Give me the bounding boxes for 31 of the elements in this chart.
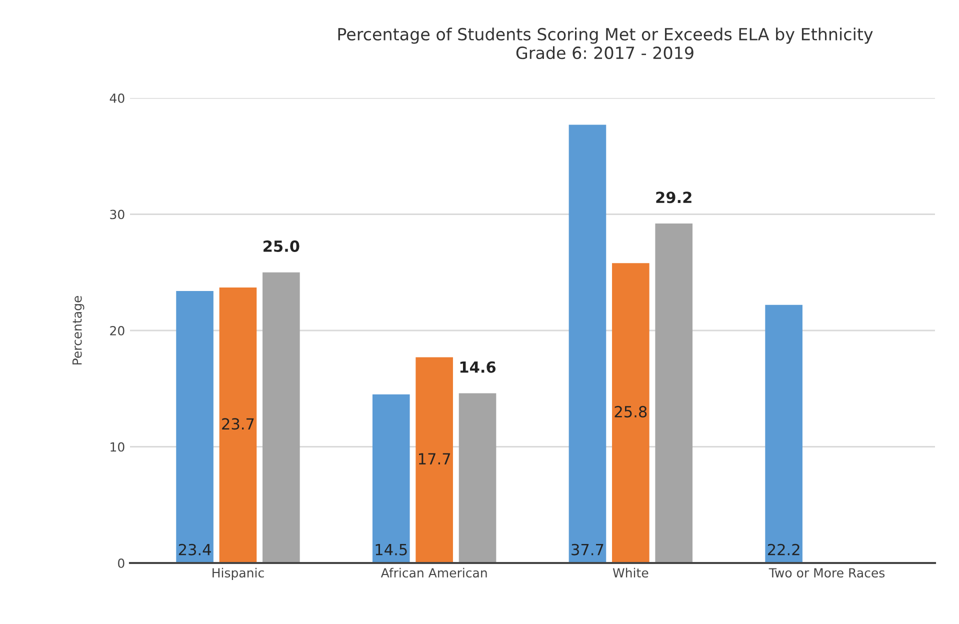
bar xyxy=(262,272,300,563)
x-tick-label: Two or More Races xyxy=(768,568,885,578)
data-label: 37.7 xyxy=(572,544,604,556)
bar xyxy=(655,224,693,563)
data-label: 14.6 xyxy=(460,361,496,373)
y-tick-label: 10 xyxy=(110,442,124,452)
bar xyxy=(176,290,214,563)
y-tick-label: 0 xyxy=(118,558,124,568)
data-label: 23.7 xyxy=(222,418,254,430)
y-tick-label: 20 xyxy=(110,326,124,336)
y-tick-label: 40 xyxy=(110,93,124,103)
bar xyxy=(416,357,453,563)
data-label: 29.2 xyxy=(656,192,692,204)
data-label: 25.8 xyxy=(614,406,647,418)
data-label: 23.4 xyxy=(178,544,211,556)
data-label: 25.0 xyxy=(264,240,300,252)
bar xyxy=(458,393,496,563)
chart-title: Percentage of Students Scoring Met or Exceeds ELA by Ethnicity Grade 6: 2017 - 2019 xyxy=(338,28,873,60)
bar xyxy=(219,287,257,563)
x-tick-label: African American xyxy=(380,568,487,578)
bar xyxy=(612,263,650,563)
y-axis-title: Percentage xyxy=(72,296,84,364)
y-tick-label: 30 xyxy=(110,210,124,220)
data-label: 14.5 xyxy=(376,544,407,556)
bar xyxy=(765,304,802,563)
bar xyxy=(568,124,606,563)
x-tick-label: Hispanic xyxy=(212,568,264,580)
x-tick-label: White xyxy=(612,568,648,578)
bar xyxy=(372,394,410,563)
data-label: 17.7 xyxy=(419,453,450,464)
data-label: 22.2 xyxy=(768,544,800,556)
